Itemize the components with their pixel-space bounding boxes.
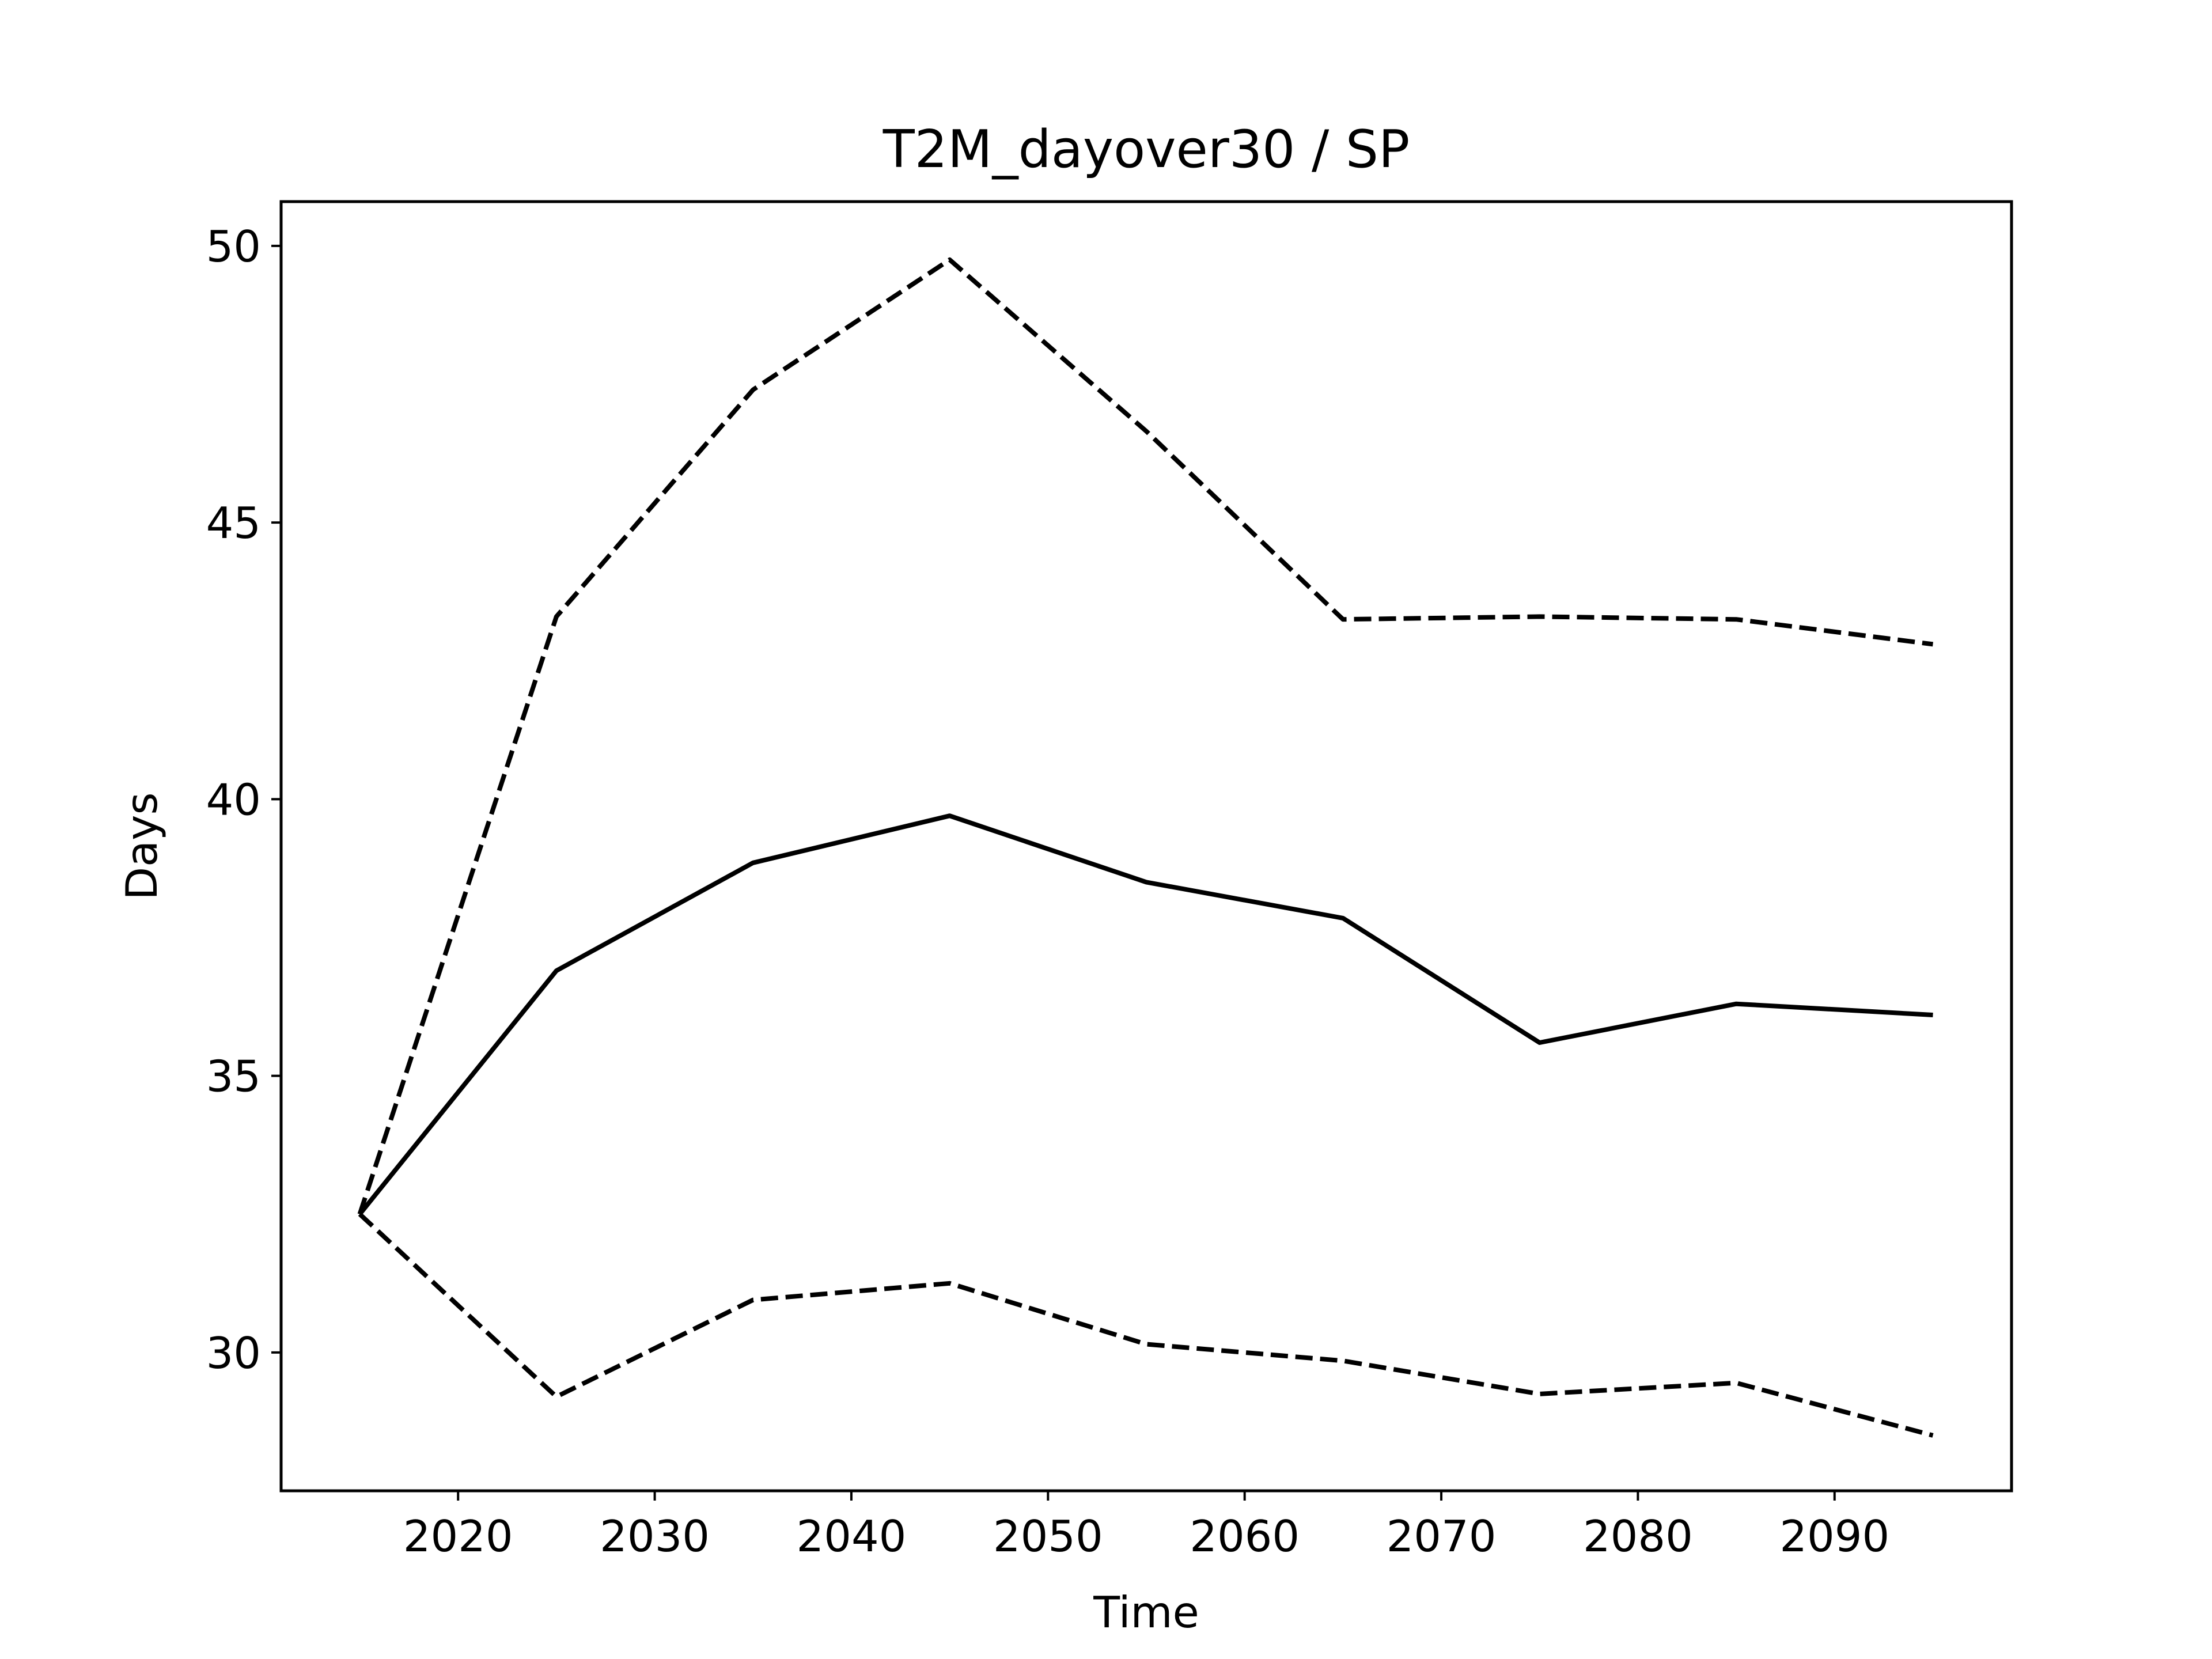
x-tick-label: 2070 — [1387, 1511, 1497, 1562]
chart-title: T2M_dayover30 / SP — [882, 119, 1410, 180]
axis-ticks: 2020 2030 2040 2050 2060 2070 2080 2090 30 35 40 45… — [206, 221, 1890, 1562]
y-axis-label: Days — [116, 792, 167, 900]
x-tick-label: 2080 — [1583, 1511, 1693, 1562]
x-tick-label: 2040 — [797, 1511, 907, 1562]
plot-area — [357, 257, 1934, 1438]
x-tick-label: 2050 — [993, 1511, 1103, 1562]
y-tick-label: 30 — [206, 1328, 261, 1378]
dashed-series-line-2 — [358, 1212, 1934, 1438]
x-tick-label: 2020 — [403, 1511, 513, 1562]
x-tick-label: 2060 — [1190, 1511, 1300, 1562]
x-tick-label: 2030 — [600, 1511, 710, 1562]
x-tick-label: 2090 — [1779, 1511, 1889, 1562]
axes-frame — [279, 200, 2013, 1493]
y-tick-label: 45 — [206, 498, 261, 548]
solid-series-line-0 — [358, 813, 1933, 1216]
dashed-series-line-1 — [357, 257, 1934, 1215]
y-tick-label: 35 — [206, 1051, 261, 1102]
y-tick-label: 40 — [206, 774, 261, 825]
y-tick-label: 50 — [206, 221, 261, 272]
x-axis-label: Time — [1093, 1587, 1199, 1638]
